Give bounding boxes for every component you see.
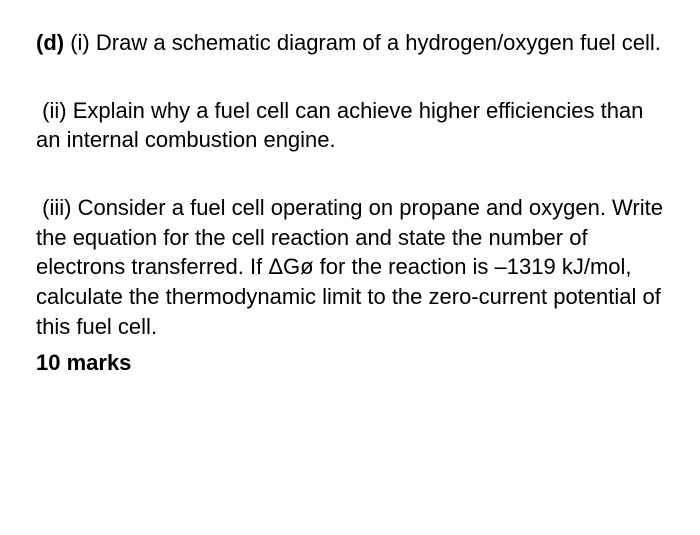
- roman-i: (i): [70, 30, 90, 55]
- part-label: (d): [36, 30, 64, 55]
- text-ii: Explain why a fuel cell can achieve high…: [36, 98, 643, 153]
- marks-label: 10 marks: [36, 350, 668, 376]
- subpart-i-text: (d) (i) Draw a schematic diagram of a hy…: [36, 28, 668, 58]
- roman-ii: (ii): [42, 98, 66, 123]
- subpart-ii: (ii) Explain why a fuel cell can achieve…: [36, 96, 668, 155]
- text-i: Draw a schematic diagram of a hydrogen/o…: [96, 30, 661, 55]
- subpart-i: (d) (i) Draw a schematic diagram of a hy…: [36, 28, 668, 58]
- subpart-iii: (iii) Consider a fuel cell operating on …: [36, 193, 668, 341]
- text-iii: Consider a fuel cell operating on propan…: [36, 195, 663, 339]
- subpart-iii-text: (iii) Consider a fuel cell operating on …: [36, 193, 668, 341]
- subpart-ii-text: (ii) Explain why a fuel cell can achieve…: [36, 96, 668, 155]
- roman-iii: (iii): [42, 195, 71, 220]
